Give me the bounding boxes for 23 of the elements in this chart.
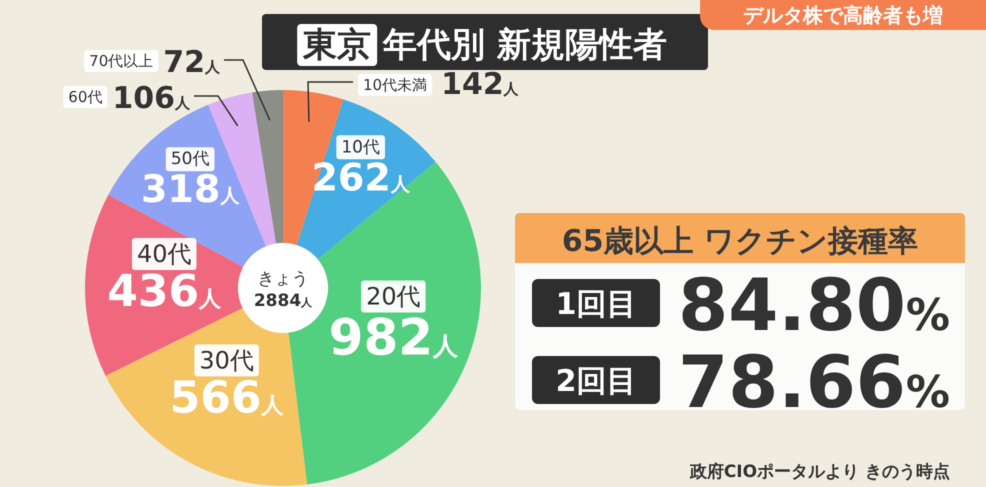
- slice-label: 70代以上: [89, 52, 154, 70]
- data-label: 436人: [107, 266, 222, 317]
- data-label: 982人: [328, 308, 460, 366]
- slice-label: 20代: [366, 282, 421, 310]
- category-label: 2回目: [556, 364, 636, 399]
- slice-label: 40代: [136, 240, 192, 268]
- slice-label: 10代未満: [363, 76, 428, 94]
- text: 65歳以上 ワクチン接種率: [562, 224, 918, 259]
- slice-label: 30代: [199, 346, 254, 374]
- text: 政府CIOポータルより きのう時点: [688, 462, 950, 482]
- data-label: 566人: [170, 372, 285, 424]
- data-label: 106人: [112, 81, 191, 116]
- data-label: 318人: [140, 167, 240, 212]
- chart-title: 東京 年代別 新規陽性者: [302, 25, 667, 65]
- slice-label: 60代: [68, 88, 102, 106]
- category-label: 1回目: [556, 287, 636, 322]
- text: 2884人: [254, 291, 314, 311]
- data-label: 72人: [163, 45, 221, 80]
- text: デルタ株で高齢者も増: [743, 3, 943, 27]
- data-label: 142人: [441, 67, 520, 102]
- text: きょう: [258, 269, 308, 289]
- slice-label: 50代: [170, 149, 210, 170]
- slice-label: 10代: [341, 137, 380, 158]
